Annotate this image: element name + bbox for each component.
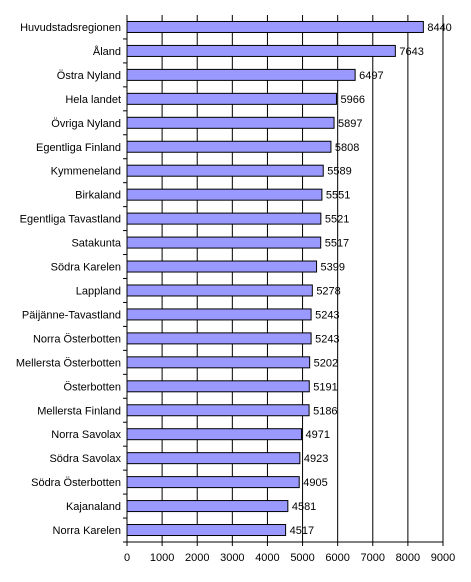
bar <box>126 236 322 249</box>
bar <box>126 380 310 393</box>
data-label: 5551 <box>326 190 350 202</box>
data-label: 5399 <box>321 262 345 274</box>
category-label: Södra Österbotten <box>31 477 121 489</box>
data-label: 5202 <box>314 357 338 369</box>
data-label: 6497 <box>359 70 383 82</box>
bar <box>126 20 424 33</box>
category-label: Päijänne-Tavastland <box>22 309 121 321</box>
category-label: Egentliga Finland <box>36 142 121 154</box>
bar <box>126 68 356 81</box>
category-label: Södra Karelen <box>51 262 121 274</box>
category-label: Mellersta Österbotten <box>16 357 121 369</box>
category-label: Norra Savolax <box>51 429 121 441</box>
data-label: 4581 <box>292 501 316 513</box>
x-tick-label: 8000 <box>396 552 420 564</box>
x-tick-label: 0 <box>124 552 130 564</box>
bar <box>126 476 300 489</box>
category-label: Åland <box>93 45 121 58</box>
category-label: Mellersta Finland <box>37 405 121 417</box>
bar <box>126 116 335 129</box>
category-label: Egentliga Tavastland <box>20 214 121 226</box>
category-label: Österbotten <box>64 381 121 393</box>
bar <box>126 500 289 513</box>
data-label: 5521 <box>325 214 349 226</box>
data-label: 5517 <box>325 238 349 250</box>
x-tick-label: 5000 <box>290 552 314 564</box>
bar <box>126 356 311 369</box>
bar <box>126 404 310 417</box>
bar <box>126 308 312 321</box>
bar <box>126 428 303 441</box>
bar <box>126 452 301 465</box>
bars <box>126 20 424 537</box>
bar <box>126 92 337 105</box>
x-tick-label: 9000 <box>431 552 455 564</box>
data-labels: 8440 7643 6497 5966 5897 5808 5589 5551 5521 5517… <box>290 22 452 537</box>
data-label: 5243 <box>315 309 339 321</box>
bar <box>126 212 322 225</box>
x-tick-label: 4000 <box>255 552 279 564</box>
data-label: 5808 <box>335 142 359 154</box>
category-label: Satakunta <box>71 238 121 250</box>
bar <box>126 188 323 201</box>
bar <box>126 44 396 57</box>
bar <box>126 524 287 537</box>
bar <box>126 332 312 345</box>
data-label: 4971 <box>306 429 330 441</box>
category-label: Övriga Nyland <box>51 118 121 130</box>
category-label: Norra Karelen <box>53 525 121 537</box>
category-label: Birkaland <box>75 190 121 202</box>
x-tick-label: 7000 <box>361 552 385 564</box>
x-tick-label: 1000 <box>150 552 174 564</box>
data-label: 4905 <box>303 477 327 489</box>
bar <box>126 164 324 177</box>
data-label: 4517 <box>290 525 314 537</box>
x-tick-label: 2000 <box>185 552 209 564</box>
category-label: Norra Österbotten <box>33 333 121 345</box>
category-labels: Huvudstadsregionen Åland Östra Nyland Hela … <box>16 22 122 537</box>
data-label: 5186 <box>313 405 337 417</box>
data-label: 8440 <box>427 22 451 34</box>
category-label: Kymmeneland <box>51 166 121 178</box>
data-label: 5191 <box>313 381 337 393</box>
bar <box>126 284 313 297</box>
category-label: Södra Savolax <box>49 453 121 465</box>
bar <box>126 260 318 273</box>
axes <box>123 15 444 546</box>
x-tick-label: 6000 <box>325 552 349 564</box>
data-label: 5589 <box>327 166 351 178</box>
data-label: 5966 <box>340 94 364 106</box>
category-label: Lappland <box>76 285 121 297</box>
data-label: 5897 <box>338 118 362 130</box>
data-label: 5278 <box>316 285 340 297</box>
data-label: 4923 <box>304 453 328 465</box>
bar <box>126 140 332 153</box>
category-label: Kajanaland <box>66 501 121 513</box>
x-tick-labels: 0 1000 2000 3000 4000 5000 6000 7000 8000 9000 <box>124 552 455 564</box>
category-label: Östra Nyland <box>57 70 121 82</box>
data-label: 5243 <box>315 333 339 345</box>
category-label: Hela landet <box>65 94 121 106</box>
x-tick-label: 3000 <box>220 552 244 564</box>
data-label: 7643 <box>399 46 423 58</box>
category-label: Huvudstadsregionen <box>20 22 121 34</box>
